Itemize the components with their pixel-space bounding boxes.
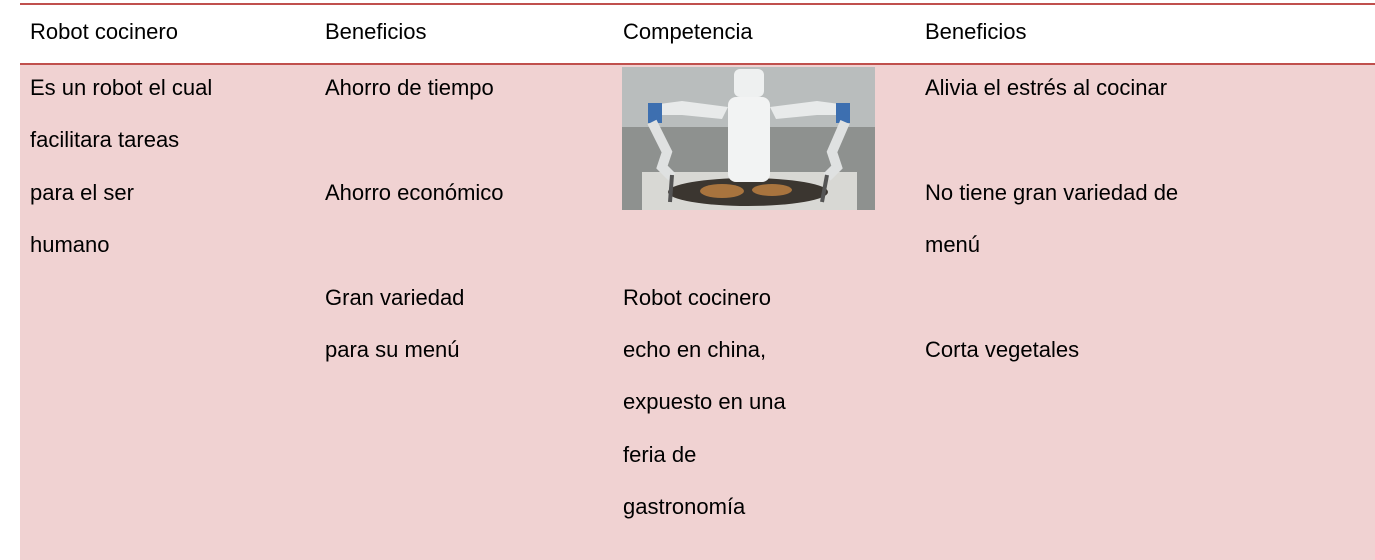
cell-text: gastronomía [623,494,746,520]
top-rule [20,3,1375,5]
cell-text: expuesto en una [623,389,786,415]
cell-text: Es un robot el cual [30,75,213,100]
cell-text: feria de [623,441,697,467]
cell-text: para el ser [30,179,134,205]
cell-text: echo en china, [623,337,767,362]
cell-text: No tiene gran variedad de [925,179,1179,205]
header-cell: Beneficios [925,19,1027,44]
header-rule [20,63,1375,65]
cell-text: Corta vegetales [925,337,1080,362]
cell-text: Robot cocinero [623,284,771,310]
cell-text: menú [925,232,981,258]
header-cell: Competencia [623,19,753,44]
cell-text: Gran variedad [325,284,465,310]
cell-text: Alivia el estrés al cocinar [925,75,1168,100]
robot-photo [622,67,875,210]
cell-text: humano [30,232,110,258]
header-cell: Beneficios [325,19,427,44]
cell-text: facilitara tareas [30,127,180,153]
cell-text: para su menú [325,337,460,362]
cell-text: Ahorro económico [325,179,504,205]
header-cell: Robot cocinero [30,19,178,44]
cell-text: Ahorro de tiempo [325,75,494,100]
